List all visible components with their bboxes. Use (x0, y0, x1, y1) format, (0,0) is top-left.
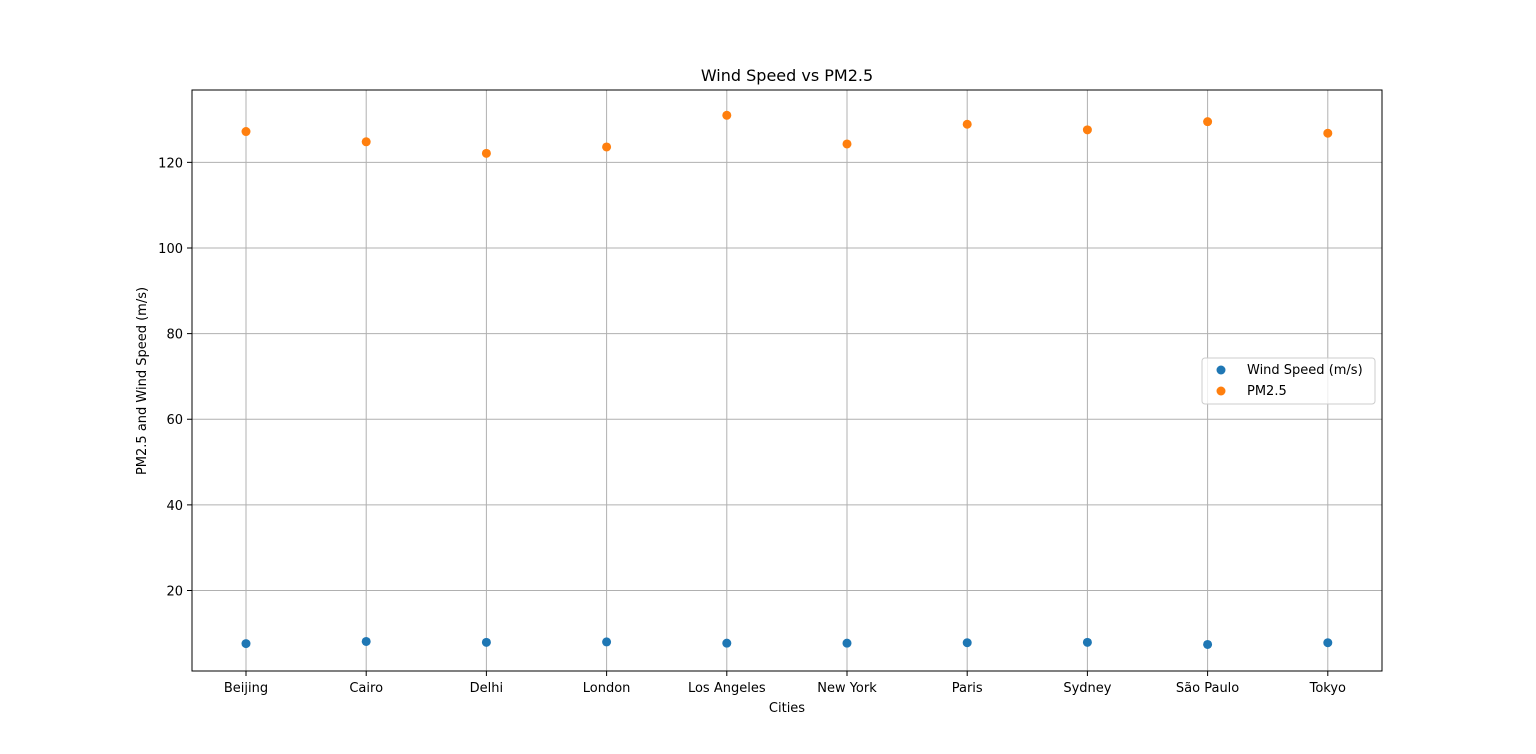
pm25-point (1203, 117, 1213, 127)
grid-layer (192, 90, 1382, 671)
legend-marker-pm25 (1216, 386, 1226, 396)
legend-box (1201, 357, 1376, 405)
x-tick-label: Tokyo (1309, 681, 1346, 696)
pm25-point (722, 110, 732, 120)
y-tick-label: 60 (166, 413, 183, 428)
y-tick-label: 120 (158, 156, 183, 171)
wind-speed-point (1203, 639, 1213, 649)
pm25-point (481, 148, 491, 158)
x-tick-label: Cairo (349, 681, 383, 696)
wind-speed-point (722, 638, 732, 648)
y-tick-label: 20 (166, 585, 183, 600)
wind-speed-point (361, 636, 371, 646)
y-axis-label: PM2.5 and Wind Speed (m/s) (135, 287, 150, 475)
wind-speed-point (481, 637, 491, 647)
x-tick-label: Delhi (470, 681, 503, 696)
x-axis-label: Cities (769, 701, 805, 716)
pm25-point (842, 139, 852, 149)
x-tick-label: New York (817, 681, 877, 696)
wind-speed-point (602, 637, 612, 647)
wind-speed-point (1082, 637, 1092, 647)
pm25-point (241, 127, 251, 137)
wind-speed-point (1323, 638, 1333, 648)
y-tick-label: 80 (166, 328, 183, 343)
chart-title: Wind Speed vs PM2.5 (701, 66, 873, 85)
pm25-point (1082, 125, 1092, 135)
pm25-point (1323, 128, 1333, 138)
pm25-point (602, 142, 612, 152)
wind-speed-point (241, 639, 251, 649)
wind-speed-point (842, 638, 852, 648)
wind-speed-point (962, 638, 972, 648)
pm25-point (962, 119, 972, 129)
x-tick-label: São Paulo (1176, 681, 1239, 696)
points-layer (241, 110, 1333, 649)
legend-label-pm25: PM2.5 (1247, 384, 1287, 399)
axes-frame (191, 89, 1383, 672)
legend-marker-wind-speed (1216, 365, 1226, 375)
x-tick-label: Beijing (224, 681, 268, 696)
y-tick-label: 100 (158, 242, 183, 257)
legend: Wind Speed (m/s) PM2.5 (1201, 357, 1376, 405)
x-tick-label: London (583, 681, 631, 696)
x-tick-label: Los Angeles (688, 681, 766, 696)
legend-label-wind-speed: Wind Speed (m/s) (1247, 363, 1363, 378)
pm25-point (361, 137, 371, 147)
x-tick-label: Sydney (1063, 681, 1111, 696)
y-tick-label: 40 (166, 499, 183, 514)
x-tick-label: Paris (952, 681, 983, 696)
ticks-layer: Beijing Cairo Delhi London Los Angeles New Yo… (158, 156, 1346, 696)
